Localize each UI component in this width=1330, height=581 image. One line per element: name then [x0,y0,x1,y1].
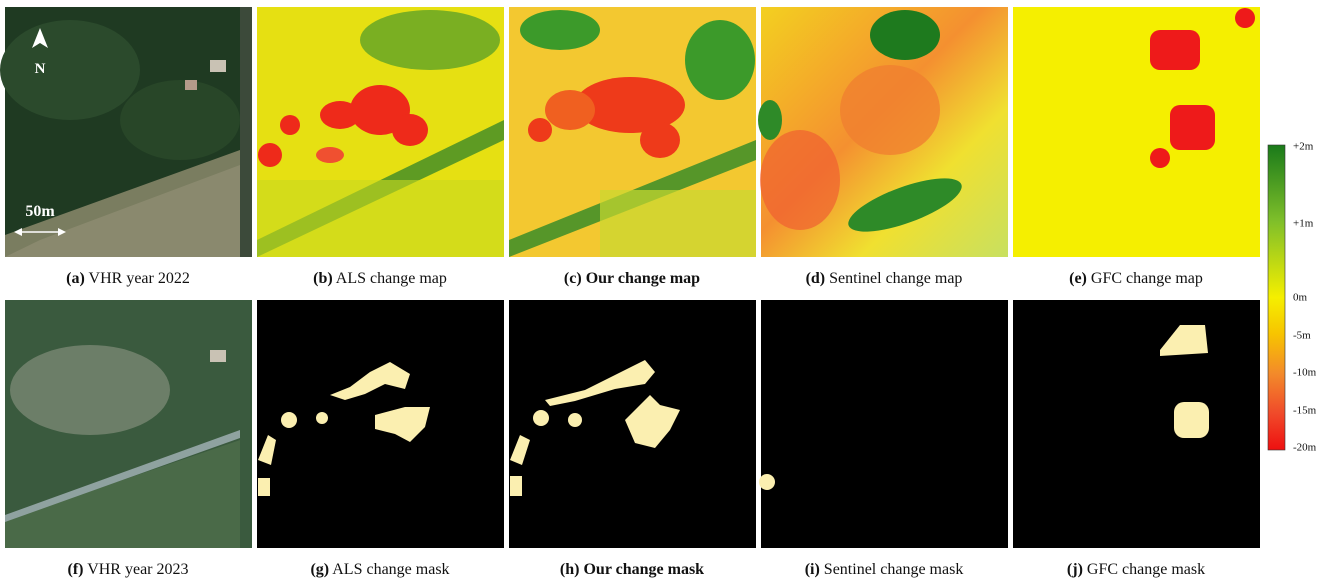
panel-label: (j) [1067,561,1083,578]
image-d [758,7,1008,257]
caption: (c) Our change map [564,270,700,287]
caption: (d) Sentinel change map [806,270,963,287]
caption: (e) GFC change map [1069,270,1203,287]
scale-label: 50m [25,203,55,220]
caption: (g) ALS change mask [310,561,449,578]
caption: (i) Sentinel change mask [805,561,964,578]
panel-caption: VHR year 2023 [87,561,188,578]
colorbar-label: +2m [1293,141,1314,153]
colorbar-label: -10m [1293,367,1317,379]
panel-label: (a) [66,270,85,287]
panel-caption: GFC change map [1091,270,1203,287]
panel-label: (i) [805,561,820,578]
panel-label: (f) [67,561,83,578]
panel-label: (b) [313,270,333,287]
colorbar-label: +1m [1293,218,1314,230]
mask-h [509,300,756,548]
image-c [509,7,756,257]
colorbar-label: -15m [1293,405,1317,417]
panel-caption: Sentinel change mask [824,561,964,578]
north-label: N [35,61,46,77]
panel-caption: Our change mask [583,561,704,578]
panel-label: (c) [564,270,582,287]
caption: (h) Our change mask [560,561,704,578]
image-b [257,7,504,257]
panel-label: (e) [1069,270,1087,287]
colorbar-gradient [1267,144,1286,451]
caption: (b) ALS change map [313,270,447,287]
panel-caption: ALS change map [336,270,447,287]
panel-caption: VHR year 2022 [89,270,190,287]
panel-caption: GFC change mask [1087,561,1205,578]
image-f [5,300,252,548]
panel-label: (d) [806,270,826,287]
colorbar-label: -5m [1293,330,1311,342]
panel-label: (g) [310,561,329,578]
colorbar-label: 0m [1293,292,1308,304]
caption: (f) VHR year 2023 [67,561,188,578]
image-a: N 50m [0,7,252,257]
caption: (j) GFC change mask [1067,561,1205,578]
mask-j [1013,300,1260,548]
panel-caption: Sentinel change map [829,270,962,287]
captions: (a) VHR year 2022 (b) ALS change map (c)… [66,270,1205,578]
mask-i [759,300,1008,548]
panel-caption: ALS change mask [332,561,449,578]
panel-caption: Our change map [586,270,700,287]
caption: (a) VHR year 2022 [66,270,190,287]
colorbar-label: -20m [1293,442,1317,454]
panel-label: (h) [560,561,580,578]
image-e [1013,7,1260,257]
colorbar: +2m +1m 0m -5m -10m -15m -20m [1267,141,1317,454]
mask-g [257,300,504,548]
